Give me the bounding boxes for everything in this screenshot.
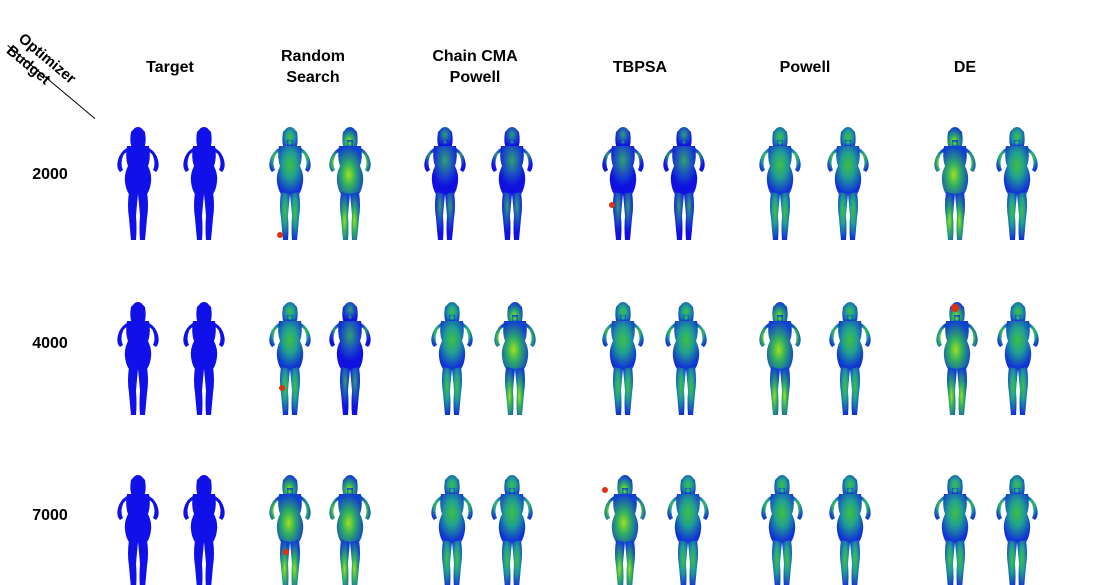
row-label-budget-2000: 2000	[32, 166, 68, 183]
hotspot-marker	[609, 202, 615, 208]
de-figure-4000-left	[936, 302, 978, 415]
tbpsa-figure-4000-right	[665, 302, 707, 415]
target-figure-7000-left	[117, 475, 159, 585]
column-header-powell: Powell	[779, 59, 831, 76]
random-search-figure-4000-right	[329, 302, 371, 415]
random-search-figure-2000-right	[329, 127, 371, 240]
de-figure-2000-left	[934, 127, 976, 240]
powell-figure-2000-right	[827, 127, 869, 240]
chain-cma-powell-figure-4000-right	[494, 302, 536, 415]
tbpsa-figure-7000-left	[604, 475, 646, 585]
column-header-target: Target	[146, 59, 194, 76]
tbpsa-figure-2000-right	[663, 127, 705, 240]
tbpsa-figure-4000-left	[602, 302, 644, 415]
column-header-tbpsa: TBPSA	[612, 59, 668, 76]
powell-figure-4000-right	[829, 302, 871, 415]
target-figure-2000-right	[183, 127, 225, 240]
random-search-figure-2000-left	[269, 127, 311, 240]
de-figure-2000-right	[996, 127, 1038, 240]
powell-figure-7000-right	[829, 475, 871, 585]
de-figure-7000-right	[996, 475, 1038, 585]
chain-cma-powell-figure-7000-left	[431, 475, 473, 585]
chain-cma-powell-figure-2000-right	[491, 127, 533, 240]
hotspot-marker	[277, 232, 283, 238]
target-figure-4000-right	[183, 302, 225, 415]
row-label-budget-7000: 7000	[32, 507, 68, 524]
hotspot-marker	[951, 304, 959, 312]
powell-figure-2000-left	[759, 127, 801, 240]
de-figure-7000-left	[934, 475, 976, 585]
hotspot-marker	[279, 385, 285, 391]
row-label-budget-4000: 4000	[32, 335, 68, 352]
column-header-de: DE	[953, 59, 977, 76]
random-search-figure-7000-left	[269, 475, 311, 585]
powell-figure-7000-left	[761, 475, 803, 585]
de-figure-4000-right	[997, 302, 1039, 415]
target-figure-2000-left	[117, 127, 159, 240]
chain-cma-powell-figure-7000-right	[491, 475, 533, 585]
chain-cma-powell-figure-2000-left	[424, 127, 466, 240]
column-header-random-search: Random Search	[281, 48, 345, 86]
tbpsa-figure-2000-left	[602, 127, 644, 240]
random-search-figure-4000-left	[269, 302, 311, 415]
tbpsa-figure-7000-right	[667, 475, 709, 585]
chain-cma-powell-figure-4000-left	[431, 302, 473, 415]
target-figure-7000-right	[183, 475, 225, 585]
target-figure-4000-left	[117, 302, 159, 415]
column-header-chain-cma-powell: Chain CMA Powell	[432, 48, 518, 86]
hotspot-marker	[283, 549, 289, 555]
powell-figure-4000-left	[759, 302, 801, 415]
random-search-figure-7000-right	[329, 475, 371, 585]
hotspot-marker	[602, 487, 608, 493]
